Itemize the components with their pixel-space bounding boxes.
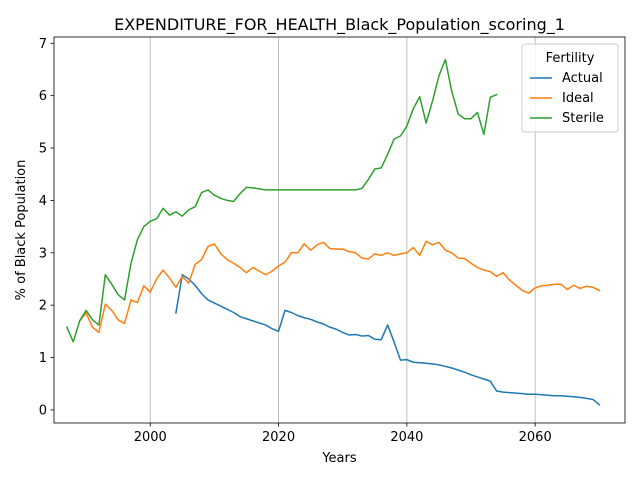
y-tick-label: 4 — [39, 194, 47, 209]
y-tick-label: 1 — [39, 351, 47, 366]
y-axis-label: % of Black Population — [14, 160, 29, 301]
y-tick-label: 2 — [39, 299, 47, 314]
legend-title: Fertility — [546, 51, 595, 66]
y-tick-label: 3 — [39, 246, 47, 261]
y-tick-label: 6 — [39, 89, 47, 104]
y-tick-label: 7 — [39, 37, 47, 52]
y-tick-label: 5 — [39, 142, 47, 157]
legend-label-ideal: Ideal — [562, 91, 594, 106]
x-tick-label: 2040 — [390, 430, 423, 445]
x-tick-label: 2020 — [262, 430, 295, 445]
y-tick-label: 0 — [39, 403, 47, 418]
x-tick-label: 2000 — [134, 430, 167, 445]
legend-label-actual: Actual — [562, 71, 603, 86]
legend-label-sterile: Sterile — [562, 111, 604, 126]
x-axis-label: Years — [321, 451, 357, 466]
legend: Fertility Actual Ideal Sterile — [522, 44, 618, 132]
x-tick-label: 2060 — [519, 430, 552, 445]
chart-title: EXPENDITURE_FOR_HEALTH_Black_Population_… — [114, 15, 565, 35]
